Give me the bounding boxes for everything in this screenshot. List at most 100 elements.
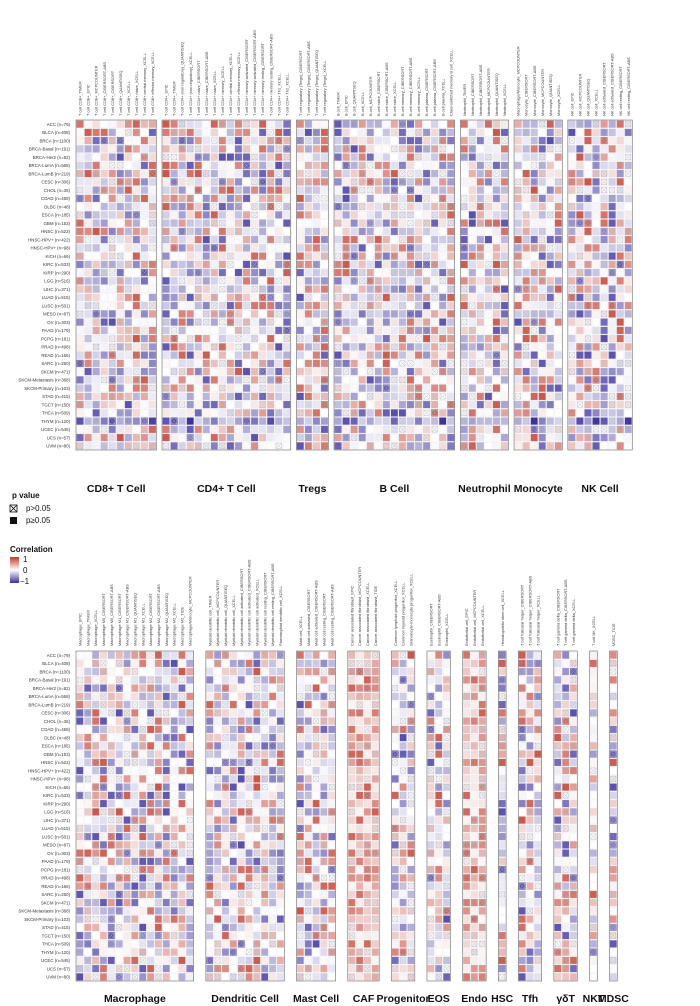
- heatmap-cell: [162, 334, 170, 343]
- nonsignificant-mark: [359, 302, 366, 309]
- heatmap-cell: [460, 169, 468, 178]
- row-label: MESO (n=87): [43, 843, 71, 848]
- nonsignificant-mark: [407, 327, 414, 334]
- heatmap-cell: [538, 318, 546, 326]
- heatmap-cell: [608, 219, 616, 227]
- heatmap-cell: [476, 145, 485, 153]
- heatmap-cell: [538, 145, 546, 153]
- heatmap-cell: [268, 841, 277, 849]
- heatmap-cell: [584, 376, 592, 384]
- nonsignificant-mark: [431, 426, 438, 433]
- heatmap-cell: [296, 244, 305, 252]
- nonsignificant-mark: [431, 211, 438, 218]
- heatmap-cell: [162, 285, 170, 293]
- heatmap-cell: [366, 384, 374, 392]
- heatmap-cell: [84, 442, 92, 450]
- row-label: ACC (n=79): [47, 122, 71, 127]
- heatmap-cell: [500, 194, 509, 203]
- heatmap-cell: [342, 384, 350, 392]
- heatmap-cell: [261, 973, 269, 981]
- heatmap-cell: [355, 907, 364, 915]
- heatmap-cell: [390, 425, 399, 434]
- heatmap-cell: [268, 832, 277, 841]
- heatmap-cell: [608, 376, 616, 384]
- heatmap-cell: [283, 318, 291, 326]
- nonsignificant-mark: [125, 178, 132, 185]
- heatmap-cell: [100, 153, 108, 161]
- nonsignificant-mark: [375, 286, 382, 293]
- heatmap-cell: [162, 136, 170, 145]
- heatmap-cell: [154, 940, 163, 948]
- heatmap-cell: [162, 725, 170, 734]
- heatmap-cell: [320, 120, 329, 128]
- nonsignificant-mark: [461, 286, 468, 293]
- nonsignificant-mark: [539, 170, 546, 177]
- heatmap-cell: [414, 442, 423, 450]
- nonsignificant-mark: [85, 236, 91, 243]
- nonsignificant-mark: [141, 343, 148, 350]
- row-label: BLCA (n=408): [42, 661, 70, 666]
- heatmap-cell: [92, 227, 100, 236]
- heatmap-cell: [261, 651, 269, 659]
- nonsignificant-mark: [77, 170, 83, 177]
- heatmap-cell: [206, 766, 214, 775]
- nonsignificant-mark: [367, 368, 374, 375]
- heatmap-cell: [304, 326, 313, 335]
- heatmap-cell: [522, 359, 530, 368]
- heatmap-cell: [132, 384, 141, 392]
- heatmap-cell: [261, 750, 269, 758]
- heatmap-cell: [132, 392, 141, 401]
- heatmap-cell: [107, 775, 115, 783]
- heatmap-cell: [554, 161, 563, 170]
- heatmap-cell: [261, 791, 269, 800]
- heatmap-cell: [162, 651, 170, 659]
- column-label: T cell CD8+_QUANTISEQ: [118, 71, 123, 116]
- heatmap-cell: [266, 227, 275, 236]
- heatmap-cell: [328, 676, 336, 684]
- heatmap-cell: [624, 186, 632, 194]
- nonsignificant-mark: [187, 220, 194, 227]
- heatmap-cell: [592, 351, 600, 359]
- heatmap-cell: [123, 692, 131, 701]
- nonsignificant-mark: [259, 368, 266, 375]
- heatmap-cell: [438, 409, 447, 417]
- heatmap-cell: [554, 318, 563, 326]
- heatmap-cell: [202, 219, 210, 227]
- heatmap-cell: [624, 425, 632, 434]
- heatmap-cell: [348, 865, 356, 874]
- heatmap-cell: [514, 136, 522, 145]
- heatmap-cell: [350, 376, 358, 384]
- heatmap-cell: [348, 874, 356, 882]
- heatmap-cell: [221, 791, 230, 800]
- heatmap-cell: [186, 442, 194, 450]
- heatmap-cell: [261, 766, 269, 775]
- row-label: SARC (n=260): [41, 361, 70, 366]
- heatmap-cell: [342, 351, 350, 359]
- nonsignificant-mark: [321, 236, 328, 243]
- heatmap-cell: [366, 409, 374, 417]
- heatmap-cell: [438, 326, 447, 335]
- heatmap-cell: [234, 351, 243, 359]
- heatmap-cell: [100, 417, 108, 425]
- heatmap-cell: [115, 841, 123, 849]
- heatmap-cell: [154, 816, 163, 824]
- heatmap-cell: [76, 890, 84, 899]
- heatmap-cell: [116, 202, 124, 211]
- heatmap-cell: [530, 219, 538, 227]
- heatmap-cell: [276, 659, 285, 668]
- heatmap-cell: [266, 442, 275, 450]
- heatmap-cell: [363, 882, 372, 890]
- heatmap-panel-2: ACC (n=79)BLCA (n=408)BRCA (n=1100)BRCA-…: [18, 559, 629, 1005]
- nonsignificant-mark: [485, 343, 492, 350]
- heatmap-cell: [492, 425, 501, 434]
- nonsignificant-mark: [219, 418, 226, 425]
- heatmap-cell: [261, 816, 269, 824]
- heatmap-cell: [624, 343, 632, 351]
- heatmap-cell: [84, 194, 92, 203]
- heatmap-cell: [348, 898, 356, 907]
- nonsignificant-mark: [375, 277, 382, 284]
- heatmap-cell: [398, 285, 407, 293]
- heatmap-cell: [374, 392, 382, 401]
- row-label: UVM (n=80): [46, 975, 70, 980]
- heatmap-cell: [304, 865, 312, 874]
